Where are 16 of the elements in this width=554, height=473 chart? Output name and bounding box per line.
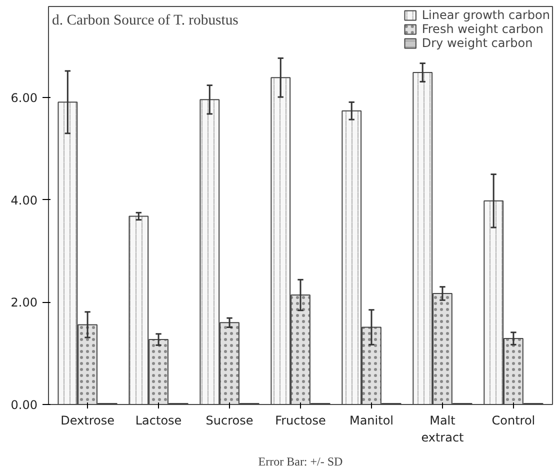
y-tick-label: 6.00 [10,91,38,106]
y-tick-label: 2.00 [10,296,38,310]
chart-title: d. Carbon Source of T. robustus [52,12,239,28]
y-tick-label: 4.00 [10,193,38,208]
y-tick-label: 0.00 [10,398,38,412]
x-tick-label: Malt extract [421,414,464,444]
x-tick-label: Fructose [275,414,326,428]
text: Error Bar: +/- SD [258,454,344,468]
legend-label: Fresh weight carbon [422,22,544,36]
x-tick-label: Manitol [349,414,394,428]
x-tick-label: Sucrose [206,414,254,428]
legend-label: Linear growth carbon [422,8,550,22]
x-tick-label: Lactose [135,414,182,428]
x-tick-label: Dextrose [60,414,114,428]
legend-label: Dry weight carbon [422,36,533,50]
x-tick-label: Control [492,414,536,428]
